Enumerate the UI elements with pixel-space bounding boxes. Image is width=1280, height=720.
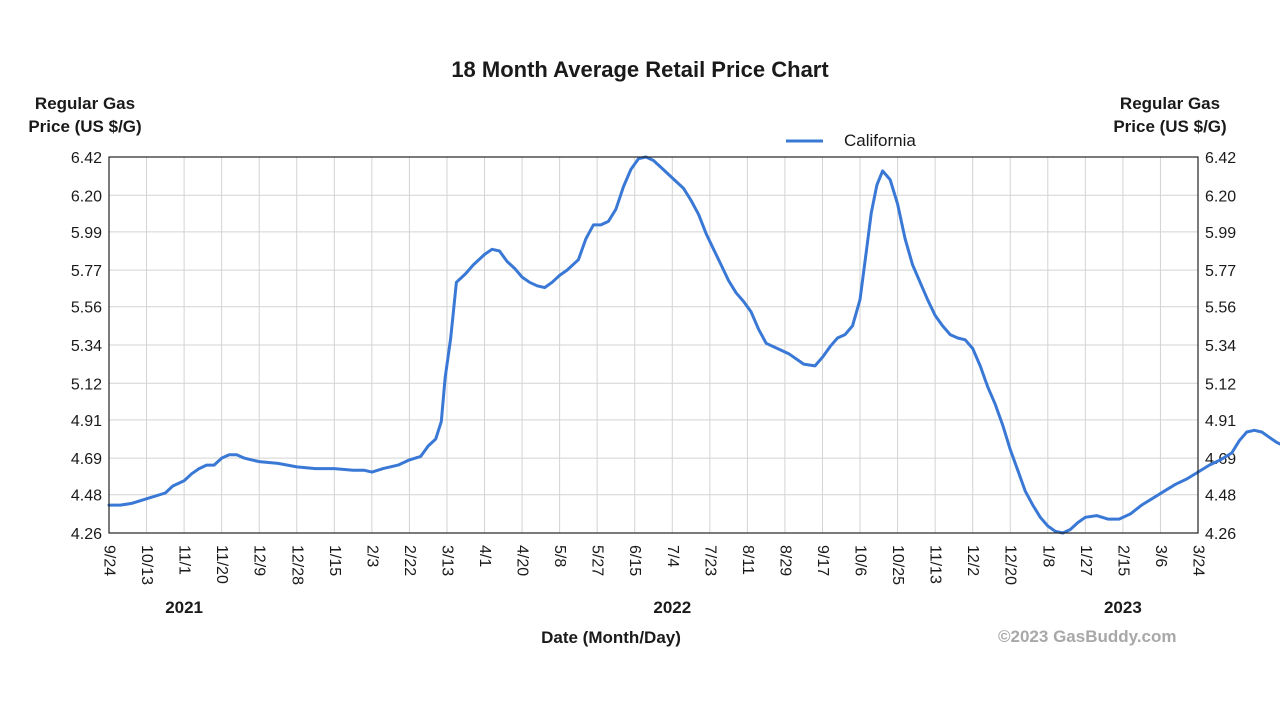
y-tick-label-right: 5.34	[1205, 338, 1236, 355]
y-tick-label-right: 4.91	[1205, 413, 1236, 430]
y-tick-label-right: 5.99	[1205, 225, 1236, 242]
chart-title: 18 Month Average Retail Price Chart	[451, 57, 829, 82]
y-tick-label-right: 5.77	[1205, 263, 1236, 280]
plot-border	[108, 156, 1199, 534]
x-tick-label: 12/20	[1002, 545, 1019, 585]
x-tick-label: 4/1	[476, 545, 493, 567]
x-tick-label: 10/6	[852, 545, 869, 576]
x-tick-label: 11/13	[927, 545, 944, 584]
y-tick-label-left: 5.12	[71, 376, 102, 393]
x-tick-label: 10/13	[138, 545, 155, 585]
y-tick-label-left: 5.34	[71, 338, 102, 355]
y-tick-label-right: 4.26	[1205, 526, 1236, 543]
x-tick-label: 5/27	[589, 545, 606, 576]
x-tick-label: 12/28	[288, 545, 305, 585]
x-tick-label: 2/15	[1114, 545, 1131, 576]
y-tick-label-right: 5.12	[1205, 376, 1236, 393]
x-tick-label: 11/1	[176, 545, 193, 575]
y-tick-label-left: 6.20	[71, 188, 102, 205]
x-tick-label: 5/8	[551, 545, 568, 567]
y-tick-label-left: 4.91	[71, 413, 102, 430]
x-tick-label: 1/15	[326, 545, 343, 576]
x-tick-label: 10/25	[889, 545, 906, 585]
x-tick-label: 3/13	[438, 545, 455, 576]
year-label: 2021	[165, 598, 203, 617]
series-line-california	[107, 155, 1280, 535]
x-tick-label: 3/6	[1152, 545, 1169, 567]
y-tick-label-left: 6.42	[71, 150, 102, 167]
x-tick-label: 7/23	[701, 545, 718, 576]
y-axis-title-right: Regular Gas Price (US $/G)	[1113, 94, 1227, 136]
y-tick-label-left: 5.77	[71, 263, 102, 280]
x-tick-label: 7/4	[664, 545, 681, 567]
legend-label: California	[844, 131, 916, 150]
x-tick-label: 9/17	[814, 545, 831, 576]
x-tick-label: 9/24	[101, 545, 118, 576]
y-tick-label-right: 6.42	[1205, 150, 1236, 167]
y-tick-label-right: 4.48	[1205, 488, 1236, 505]
x-tick-label: 3/24	[1190, 545, 1207, 576]
y-tick-label-right: 6.20	[1205, 188, 1236, 205]
copyright-notice: ©2023 GasBuddy.com	[998, 627, 1177, 646]
x-tick-label: 8/11	[739, 545, 756, 575]
y-tick-label-left: 5.56	[71, 300, 102, 317]
x-tick-label: 2/22	[401, 545, 418, 576]
x-tick-label: 11/20	[213, 545, 230, 584]
x-tick-label: 2/3	[363, 545, 380, 567]
x-tick-label: 1/8	[1039, 545, 1056, 567]
x-tick-label: 12/9	[251, 545, 268, 576]
y-tick-label-left: 4.26	[71, 526, 102, 543]
y-tick-label-left: 5.99	[71, 225, 102, 242]
year-label: 2022	[653, 598, 691, 617]
y-axis-title-left: Regular Gas Price (US $/G)	[28, 94, 142, 136]
year-label: 2023	[1104, 598, 1142, 617]
x-tick-label: 8/29	[776, 545, 793, 576]
x-tick-label: 12/2	[964, 545, 981, 576]
x-tick-label: 4/20	[514, 545, 531, 576]
y-tick-label-right: 5.56	[1205, 300, 1236, 317]
x-axis-title: Date (Month/Day)	[541, 628, 681, 647]
y-tick-label-left: 4.48	[71, 488, 102, 505]
x-tick-label: 1/27	[1077, 545, 1094, 576]
x-tick-label: 6/15	[626, 545, 643, 576]
y-tick-label-left: 4.69	[71, 451, 102, 468]
